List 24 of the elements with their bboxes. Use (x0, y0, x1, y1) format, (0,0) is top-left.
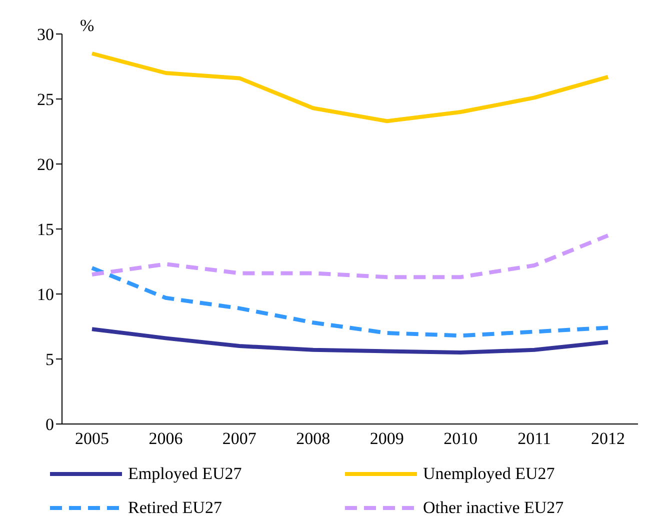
legend-label: Retired EU27 (128, 498, 222, 518)
line-series (90, 266, 610, 338)
x-tick-label: 2007 (222, 429, 257, 448)
legend-label: Other inactive EU27 (423, 498, 564, 518)
x-tick-label: 2005 (75, 429, 109, 448)
x-tick-label: 2009 (370, 429, 404, 448)
y-tick-label: 0 (46, 415, 54, 434)
x-tick-label: 2010 (444, 429, 478, 448)
line-series (90, 327, 610, 354)
x-tick-label: 2008 (296, 429, 330, 448)
y-tick-label: 25 (37, 90, 54, 110)
y-tick-label: 15 (37, 220, 54, 240)
x-tick-label: 2006 (148, 429, 183, 448)
y-tick-label: 5 (46, 350, 54, 370)
line-series (90, 52, 610, 124)
legend-label: Employed EU27 (128, 464, 242, 484)
legend-label: Unemployed EU27 (423, 464, 555, 484)
x-tick-label: 2012 (591, 429, 625, 448)
y-tick-label: 20 (37, 155, 54, 174)
x-tick-label: 2011 (518, 429, 551, 448)
y-axis-title: % (80, 16, 94, 36)
y-tick-label: 30 (37, 25, 54, 44)
y-tick-label: 10 (37, 285, 54, 304)
line-series (90, 234, 610, 280)
